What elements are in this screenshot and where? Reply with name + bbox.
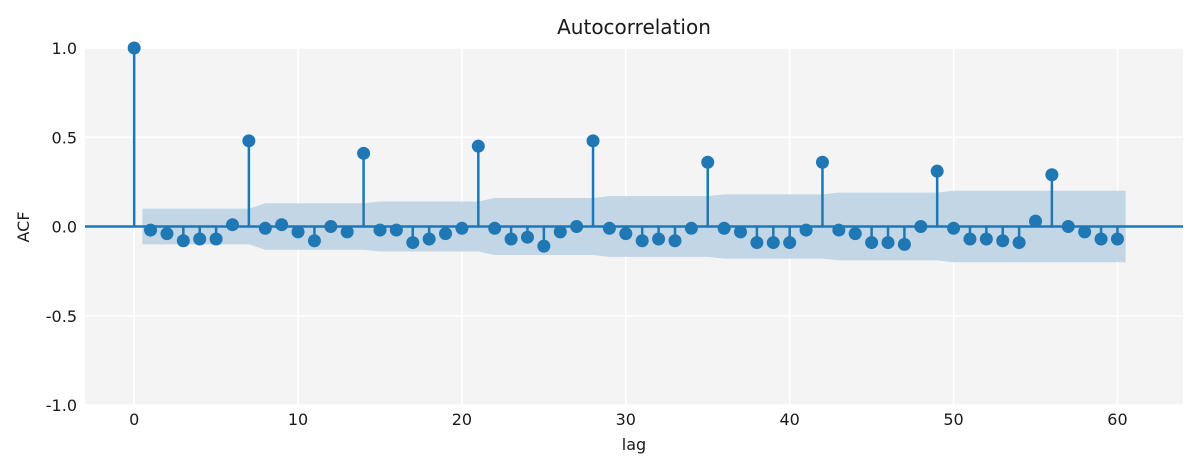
- x-tick-label: 60: [1107, 410, 1127, 429]
- acf-point: [848, 227, 862, 241]
- acf-point: [1012, 236, 1026, 250]
- y-tick-labels: -1.0 -0.5 0.0 0.5 1.0: [46, 39, 77, 415]
- acf-point: [471, 139, 485, 153]
- acf-point: [520, 230, 534, 244]
- acf-point: [1110, 232, 1124, 246]
- x-tick-label: 20: [452, 410, 472, 429]
- x-tick-label: 50: [943, 410, 963, 429]
- acf-point: [635, 234, 649, 248]
- acf-point: [799, 223, 813, 237]
- acf-point: [734, 225, 748, 239]
- acf-point: [668, 234, 682, 248]
- acf-point: [455, 221, 469, 235]
- acf-point: [996, 234, 1010, 248]
- acf-point: [684, 221, 698, 235]
- acf-point: [225, 218, 239, 232]
- acf-point: [832, 223, 846, 237]
- acf-point: [783, 236, 797, 250]
- acf-point: [553, 225, 567, 239]
- acf-point: [389, 223, 403, 237]
- acf-point: [357, 146, 371, 160]
- acf-point: [619, 227, 633, 241]
- acf-point: [406, 236, 420, 250]
- y-tick-label: -1.0: [46, 396, 77, 415]
- y-tick-label: 1.0: [52, 39, 77, 58]
- acf-point: [307, 234, 321, 248]
- acf-point: [865, 236, 879, 250]
- acf-point: [1029, 214, 1043, 228]
- acf-point: [979, 232, 993, 246]
- acf-point: [160, 227, 174, 241]
- acf-point: [537, 239, 551, 253]
- acf-point: [930, 164, 944, 178]
- acf-point: [881, 236, 895, 250]
- acf-point: [701, 155, 715, 169]
- acf-point: [815, 155, 829, 169]
- acf-point: [144, 223, 158, 237]
- acf-point: [340, 225, 354, 239]
- acf-point: [1061, 220, 1075, 233]
- acf-point: [717, 221, 731, 235]
- acf-point: [750, 236, 764, 250]
- acf-point: [242, 134, 256, 148]
- x-axis-title: lag: [622, 435, 646, 454]
- acf-point: [373, 223, 387, 237]
- acf-point: [422, 232, 436, 246]
- acf-point: [897, 237, 911, 251]
- y-tick-label: 0.0: [52, 218, 77, 237]
- acf-point: [258, 221, 272, 235]
- y-tick-label: -0.5: [46, 307, 77, 326]
- x-tick-label: 10: [288, 410, 308, 429]
- acf-point: [291, 225, 305, 239]
- acf-point: [586, 134, 600, 148]
- acf-point: [127, 41, 141, 55]
- acf-point: [1045, 168, 1059, 182]
- x-tick-label: 40: [780, 410, 800, 429]
- x-tick-label: 30: [616, 410, 636, 429]
- acf-point: [1094, 232, 1108, 246]
- acf-point: [209, 232, 223, 246]
- acf-point: [963, 232, 977, 246]
- x-tick-labels: 0 10 20 30 40 50 60: [129, 410, 1128, 429]
- y-tick-label: 0.5: [52, 128, 77, 147]
- acf-point: [488, 221, 502, 235]
- acf-point: [324, 220, 338, 233]
- acf-point: [570, 220, 584, 233]
- chart-title: Autocorrelation: [557, 15, 711, 39]
- acf-point: [176, 234, 190, 248]
- acf-point: [914, 220, 928, 233]
- acf-point: [602, 221, 616, 235]
- acf-point: [947, 221, 961, 235]
- acf-point: [504, 232, 518, 246]
- acf-point: [652, 232, 666, 246]
- y-axis-title: ACF: [14, 211, 33, 242]
- x-tick-label: 0: [129, 410, 139, 429]
- acf-point: [1078, 225, 1092, 239]
- acf-point: [439, 227, 453, 241]
- acf-point: [766, 236, 780, 250]
- acf-point: [193, 232, 207, 246]
- markers: [127, 41, 1124, 253]
- acf-point: [275, 218, 289, 232]
